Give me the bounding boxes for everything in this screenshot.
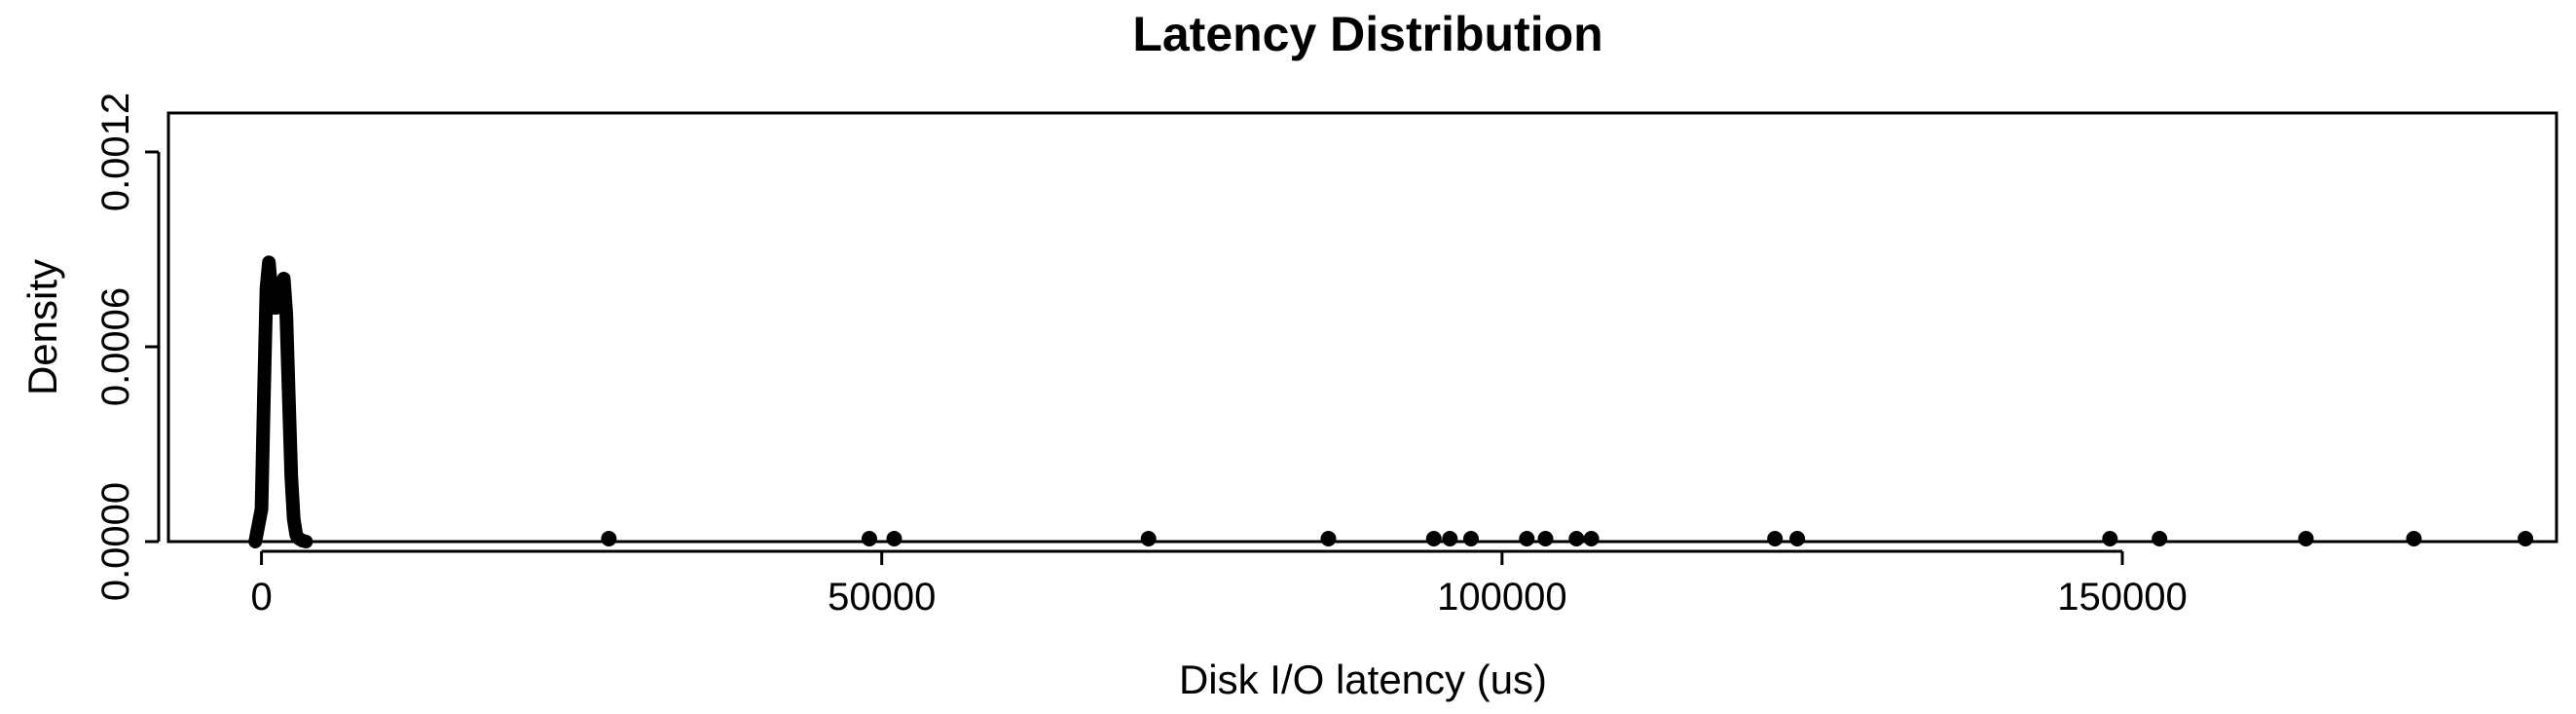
x-tick-label-3: 150000	[2057, 576, 2187, 619]
rug-point-3	[1140, 531, 1157, 546]
rug-point-7	[1463, 531, 1479, 546]
rug-point-15	[2152, 531, 2168, 546]
axes: 0 50000 100000 150000 0.0000 0.0006 0.0012	[94, 93, 2188, 619]
rug-point-5	[1425, 531, 1442, 546]
rug-point-16	[2298, 531, 2314, 546]
x-tick-label-2: 100000	[1437, 576, 1566, 619]
x-tick-label-1: 50000	[828, 576, 936, 619]
rug-point-1	[862, 531, 877, 546]
rug-point-14	[2102, 531, 2118, 546]
density-curve-0	[248, 255, 313, 548]
y-tick-label-1: 0.0006	[94, 287, 137, 406]
x-tick-label-0: 0	[250, 576, 272, 619]
plot-area	[248, 255, 2534, 548]
plot-frame	[166, 111, 2558, 544]
x-axis-label: Disk I/O latency (us)	[1179, 657, 1547, 702]
rug-point-18	[2518, 531, 2534, 546]
rug-point-4	[1320, 531, 1337, 546]
rug-point-6	[1442, 531, 1458, 546]
y-tick-label-2: 0.0012	[94, 93, 137, 211]
rug-point-8	[1519, 531, 1535, 546]
rug-point-9	[1537, 531, 1554, 546]
chart-title: Latency Distribution	[1132, 7, 1602, 61]
rug-point-13	[1789, 531, 1806, 546]
y-tick-label-0: 0.0000	[94, 482, 137, 601]
rug-point-11	[1583, 531, 1600, 546]
rug-point-12	[1767, 531, 1784, 546]
rug-point-2	[886, 531, 902, 546]
rug-point-10	[1568, 531, 1585, 546]
y-axis-label: Density	[19, 259, 65, 395]
rug-point-0	[601, 531, 617, 546]
rug-point-17	[2406, 531, 2422, 546]
